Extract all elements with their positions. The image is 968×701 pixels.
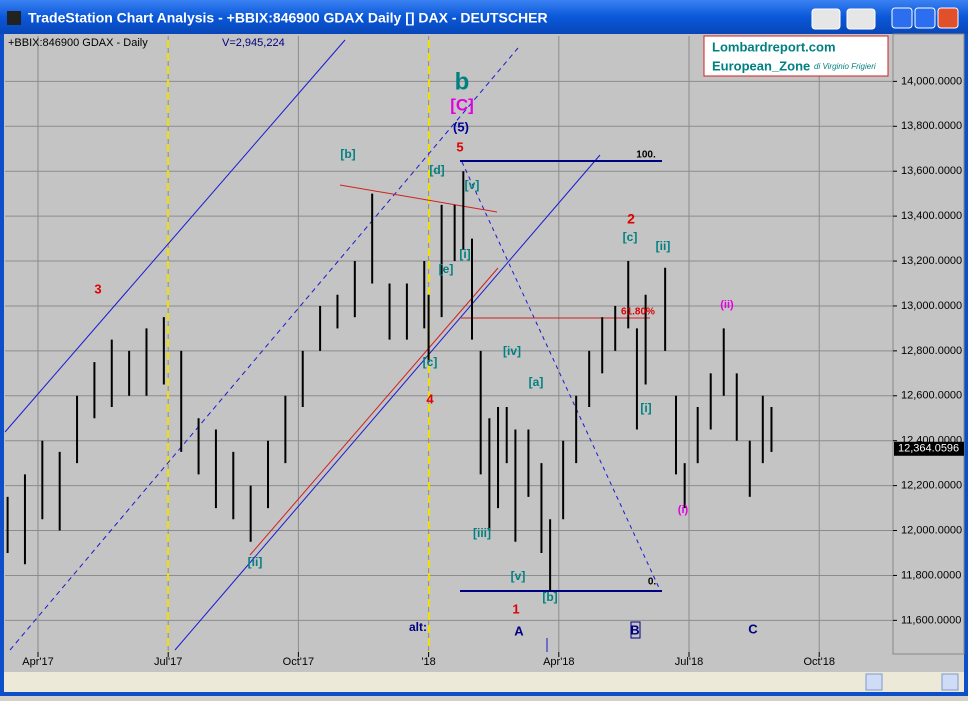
wave-label: 61.80% xyxy=(621,307,655,318)
x-tick-label: Jul'17 xyxy=(154,656,182,668)
y-tick-label: 13,600.0000 xyxy=(901,165,962,177)
maximize-button[interactable] xyxy=(914,7,936,29)
wave-label: B xyxy=(630,622,639,637)
x-tick-label: Oct'18 xyxy=(803,656,834,668)
window-title: TradeStation Chart Analysis - +BBIX:8469… xyxy=(28,10,548,26)
y-tick-label: 12,600.0000 xyxy=(901,390,962,402)
y-tick-label: 13,200.0000 xyxy=(901,255,962,267)
fib-line xyxy=(461,161,661,591)
wave-label: [i] xyxy=(640,401,651,415)
wave-label: [iii] xyxy=(473,526,491,540)
y-tick-label: 14,000.0000 xyxy=(901,75,962,87)
s-button[interactable] xyxy=(811,8,841,30)
last-price-box xyxy=(894,441,964,456)
wave-label: 100. xyxy=(636,150,656,161)
price-axis xyxy=(892,33,965,655)
volume-label: V=2,945,224 xyxy=(222,37,285,49)
label-box xyxy=(630,621,641,639)
y-tick-label: 13,000.0000 xyxy=(901,300,962,312)
wave-label: 2 xyxy=(627,211,635,227)
wave-label: 4 xyxy=(426,391,434,406)
x-tick-label: '18 xyxy=(421,656,435,668)
minimize-button[interactable] xyxy=(891,7,913,29)
trend-line xyxy=(174,154,601,651)
symbol-label: +BBIX:846900 GDAX - Daily xyxy=(8,37,148,49)
app-icon xyxy=(7,11,21,25)
watermark-box xyxy=(703,35,889,77)
wave-label: 3 xyxy=(94,281,101,296)
y-tick-label: 12,200.0000 xyxy=(901,480,962,492)
wave-label: b xyxy=(455,68,470,95)
wave-label: [e] xyxy=(439,262,454,276)
y-tick-label: 11,600.0000 xyxy=(901,614,961,626)
wave-label: [C] xyxy=(450,95,474,114)
scroll-left[interactable] xyxy=(865,673,883,691)
last-price-label: 12,364.0596 xyxy=(898,443,959,455)
y-tick-label: 11,800.0000 xyxy=(901,569,961,581)
wave-label: [b] xyxy=(340,147,355,161)
wave-label: [d] xyxy=(429,163,444,177)
wave-label: [v] xyxy=(465,178,480,192)
trend-line xyxy=(339,184,498,213)
trend-line xyxy=(249,267,499,556)
y-tick-label: 12,000.0000 xyxy=(901,524,962,536)
y-tick-label: 13,400.0000 xyxy=(901,210,962,222)
wave-label: [a] xyxy=(529,375,544,389)
title-bar xyxy=(0,0,968,34)
x-tick-label: Jul'18 xyxy=(675,656,703,668)
wave-label: [ii] xyxy=(656,239,671,253)
i-button[interactable] xyxy=(846,8,876,30)
watermark-author: di Virginio Frigieri xyxy=(814,62,876,71)
x-tick-label: Oct'17 xyxy=(283,656,314,668)
wave-label: [iv] xyxy=(503,344,521,358)
y-tick-label: 12,800.0000 xyxy=(901,345,962,357)
wave-label: 1 xyxy=(512,601,519,616)
scrollbar[interactable] xyxy=(4,672,964,692)
chart-background xyxy=(4,34,964,692)
wave-label: A xyxy=(514,623,524,638)
wave-label: alt: xyxy=(409,620,427,634)
wave-label: C xyxy=(748,621,758,636)
wave-label: (i) xyxy=(678,504,689,516)
x-tick-label: Apr'17 xyxy=(22,656,53,668)
wave-label: [c] xyxy=(423,355,438,369)
scroll-right[interactable] xyxy=(941,673,959,691)
wave-label: [ii] xyxy=(248,555,263,569)
y-tick-label: 13,800.0000 xyxy=(901,120,962,132)
wave-label: 0. xyxy=(648,577,657,588)
watermark-zone: European_Zone xyxy=(712,58,810,73)
wave-label: (ii) xyxy=(720,299,734,311)
wave-label: [v] xyxy=(511,569,526,583)
wave-label: [i] xyxy=(459,247,470,261)
wave-label: (5) xyxy=(453,119,469,134)
wave-label: [b] xyxy=(542,590,557,604)
trend-line xyxy=(4,39,346,433)
watermark-site: Lombardreport.com xyxy=(712,39,836,54)
price-bars xyxy=(6,171,773,592)
wave-label: 5 xyxy=(456,139,463,154)
wave-label: [c] xyxy=(623,230,638,244)
close-button[interactable] xyxy=(937,7,959,29)
x-tick-label: Apr'18 xyxy=(543,656,574,668)
